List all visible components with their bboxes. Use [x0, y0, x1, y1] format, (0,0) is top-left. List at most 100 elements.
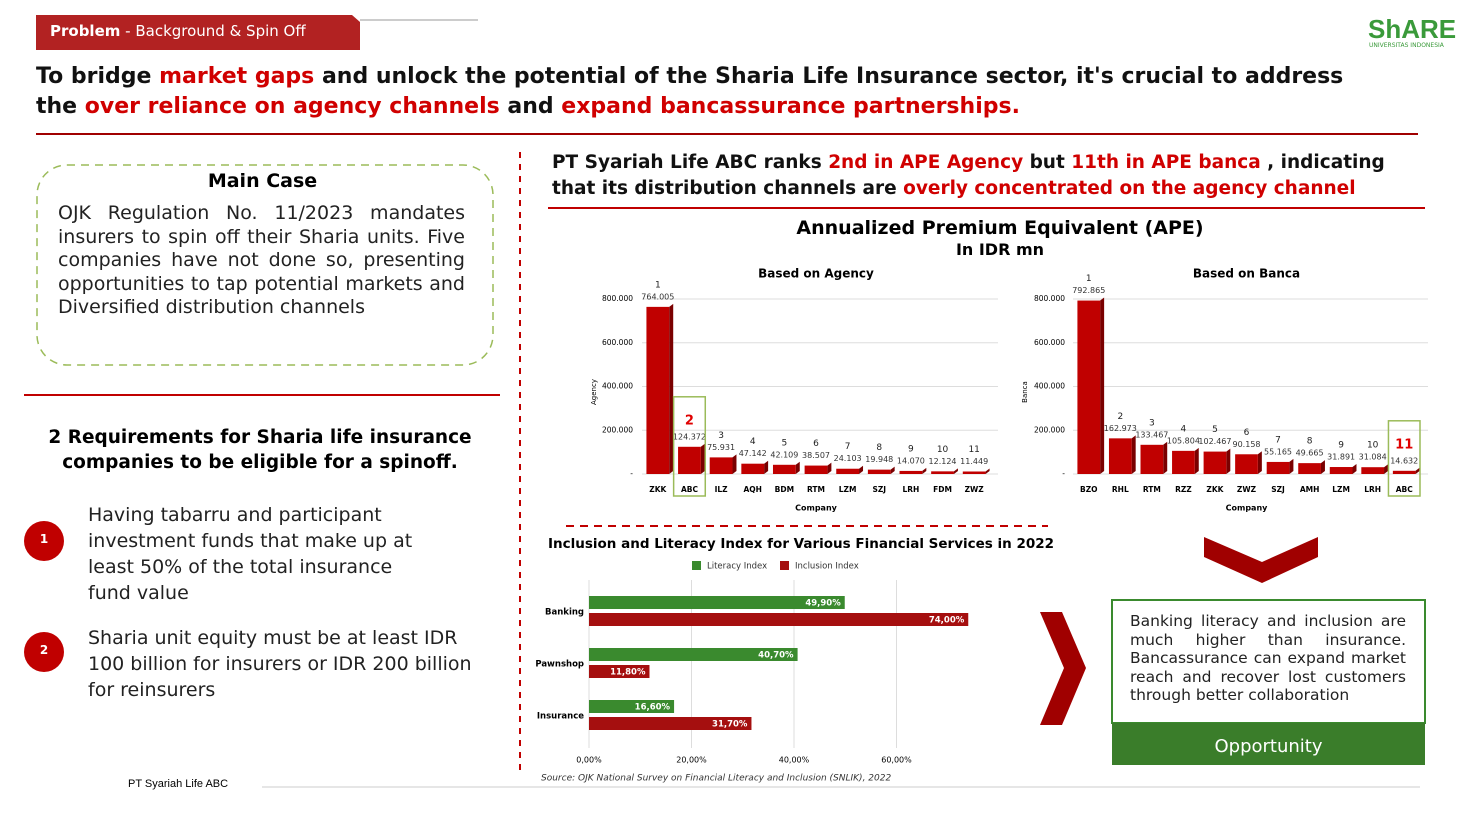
value-label: 31.891 — [1327, 453, 1355, 462]
bar — [1108, 438, 1132, 474]
req-number: 1 — [39, 532, 49, 546]
value-label: 764.005 — [641, 292, 674, 301]
y-axis-label: Agency — [590, 379, 598, 405]
bar — [1298, 463, 1321, 474]
ape-title: Annualized Premium Equivalent (APE) — [796, 217, 1204, 239]
value-label: 31.084 — [1359, 453, 1387, 462]
bar — [772, 464, 796, 474]
case-box — [36, 164, 494, 366]
x-tick-label: 20,00% — [676, 756, 707, 765]
y-tick-label: Banking — [545, 608, 584, 618]
bar — [741, 463, 765, 474]
value-label: 14.070 — [897, 456, 925, 465]
req-number: 2 — [39, 643, 49, 657]
value-label: 38.507 — [802, 451, 830, 460]
bar-side — [1131, 435, 1136, 474]
logo: ShARE — [1368, 14, 1457, 44]
bar-side — [1194, 447, 1199, 474]
chevron-down — [1204, 537, 1318, 583]
rank-label: 9 — [1338, 441, 1344, 451]
tag-rest: - Background & Spin Off — [120, 22, 306, 40]
rank-label: 3 — [718, 431, 724, 441]
rank-label: 3 — [1149, 418, 1155, 428]
value-label: 105.804 — [1167, 436, 1200, 445]
value-label: 47.142 — [739, 449, 767, 458]
button-bg — [1112, 723, 1425, 765]
chart-title: Based on Banca — [1193, 267, 1300, 281]
value-label: 11.449 — [960, 457, 988, 466]
bar — [899, 470, 923, 474]
text: but — [1023, 152, 1072, 173]
x-tick-label: SZJ — [1271, 485, 1285, 494]
value-label: 19.948 — [865, 455, 893, 464]
bar — [931, 471, 954, 474]
bar-side — [1320, 460, 1325, 474]
bar-side — [985, 468, 990, 474]
bar-side — [1384, 464, 1389, 474]
x-tick-label: LRH — [1364, 485, 1381, 494]
highlight-text: 2nd in APE Agency — [828, 152, 1024, 173]
x-axis-label: Company — [1226, 504, 1269, 513]
bar — [589, 648, 798, 661]
x-tick-label: ZWZ — [965, 485, 985, 494]
bar-side — [827, 462, 832, 474]
value-label: 90.158 — [1233, 440, 1261, 449]
bar-side — [1226, 448, 1231, 474]
highlight-box — [1387, 420, 1421, 497]
req-text: Sharia unit equity must be at least IDR … — [88, 627, 472, 701]
bar-side — [700, 443, 705, 474]
source: Source: OJK National Survey on Financial… — [541, 774, 891, 784]
x-tick-label: LRH — [902, 485, 919, 494]
y-tick-label: 800.000 — [1034, 294, 1065, 303]
x-tick-label: FDM — [933, 485, 952, 494]
x-axis-label: Company — [795, 504, 838, 513]
text: and unlock the potential of the Sharia L… — [36, 64, 1344, 119]
y-tick-label: Insurance — [537, 712, 584, 722]
bar-side — [1100, 297, 1105, 474]
bar — [589, 596, 845, 609]
value-label: 162.973 — [1104, 424, 1137, 433]
x-tick-label: ZWZ — [1237, 485, 1257, 494]
highlight-text: over reliance on agency channels — [84, 94, 500, 119]
x-tick-label: RHL — [1112, 485, 1129, 494]
headline: To bridge market gaps and unlock the pot… — [36, 62, 1346, 122]
y-tick-label: 400.000 — [1034, 382, 1065, 391]
button-label: Opportunity — [1214, 736, 1323, 757]
x-tick-label: ZKK — [649, 485, 667, 494]
value-label: 12.124 — [929, 457, 957, 466]
rank-label: 6 — [813, 439, 819, 449]
highlight-text: market gaps — [159, 64, 315, 89]
conclusion-text: Banking literacy and inclusion are much … — [1130, 612, 1406, 704]
tag-bg — [36, 15, 360, 50]
value-label: 14.632 — [1390, 456, 1418, 465]
value-label: 16,60% — [635, 703, 671, 713]
bar — [867, 469, 891, 474]
x-tick-label: AQH — [743, 485, 761, 494]
highlight-text: overly concentrated on the agency channe… — [903, 178, 1356, 199]
y-tick-label: 800.000 — [602, 294, 633, 303]
value-label: 42.109 — [770, 450, 798, 459]
rank-label: 8 — [1307, 437, 1313, 447]
value-label: 55.165 — [1264, 447, 1292, 456]
text: To bridge — [36, 64, 160, 89]
value-label: 31,70% — [712, 720, 748, 730]
rank-label: 5 — [781, 438, 787, 448]
rank-label: 1 — [1086, 274, 1092, 284]
rank-label: 2 — [1117, 412, 1123, 422]
req-text: Having tabarru and participant investmen… — [88, 504, 413, 604]
text: PT Syariah Life ABC ranks — [552, 152, 829, 173]
y-tick-label: 600.000 — [602, 338, 633, 347]
highlight-text: 11th in APE banca — [1071, 152, 1261, 173]
y-tick-label: 200.000 — [602, 425, 633, 434]
x-tick-label: 0,00% — [576, 756, 602, 765]
highlight-box — [672, 396, 707, 497]
chart-title: Based on Agency — [758, 267, 874, 281]
rank-label: 7 — [845, 442, 851, 452]
bar-side — [1352, 464, 1357, 474]
bar — [836, 468, 860, 474]
x-tick-label: AMH — [1300, 485, 1320, 494]
value-label: 75.931 — [707, 443, 735, 452]
x-tick-label: RTM — [1143, 485, 1161, 494]
section-tag: Problem - Background & Spin Off — [50, 22, 306, 40]
y-axis-label: Banca — [1021, 381, 1029, 403]
